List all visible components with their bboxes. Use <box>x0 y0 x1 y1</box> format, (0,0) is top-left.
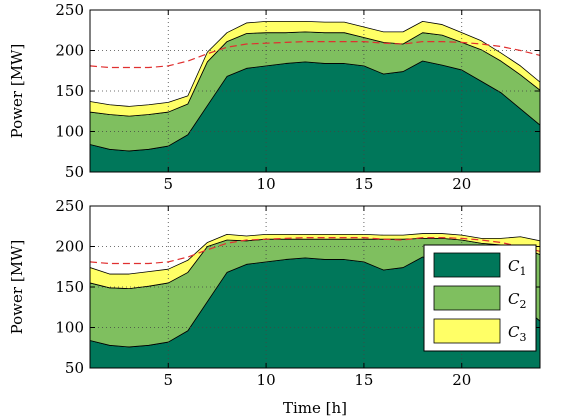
y-tick-label: 200 <box>55 42 84 60</box>
y-tick-label: 50 <box>65 163 84 181</box>
legend-label-subscript: 3 <box>519 331 526 344</box>
x-tick-label: 15 <box>354 175 373 193</box>
x-tick-label: 15 <box>354 371 373 389</box>
x-tick-label: 5 <box>163 371 173 389</box>
y-tick-label: 200 <box>55 238 84 256</box>
x-tick-label: 10 <box>257 175 276 193</box>
reference-dashed-line <box>90 236 540 265</box>
y-tick-label: 50 <box>65 359 84 377</box>
y-tick-label: 150 <box>55 82 84 100</box>
x-tick-label: 5 <box>163 175 173 193</box>
legend-label-subscript: 2 <box>519 298 526 311</box>
x-tick-label: 20 <box>452 175 471 193</box>
y-tick-label: 150 <box>55 278 84 296</box>
x-tick-label: 10 <box>257 371 276 389</box>
top-chart-panel: 5 10 15 20 50 100 150 200 250 Power [MW] <box>8 1 541 193</box>
legend-swatch-c1 <box>433 252 501 278</box>
legend-label-subscript: 1 <box>519 265 526 278</box>
area-series-c3 <box>90 20 540 117</box>
x-tick-label: 20 <box>452 371 471 389</box>
y-tick-label: 100 <box>55 319 84 337</box>
legend-swatch-c2 <box>433 285 501 311</box>
reference-dashed-line <box>90 40 540 69</box>
x-axis-label: Time [h] <box>283 399 347 417</box>
y-axis-label: Power [MW] <box>8 240 26 335</box>
area-series-c3 <box>90 233 540 290</box>
legend-swatch-c3 <box>433 318 501 344</box>
y-tick-label: 250 <box>55 197 84 215</box>
y-axis-label: Power [MW] <box>8 44 26 139</box>
y-tick-label: 250 <box>55 1 84 19</box>
y-tick-label: 100 <box>55 123 84 141</box>
